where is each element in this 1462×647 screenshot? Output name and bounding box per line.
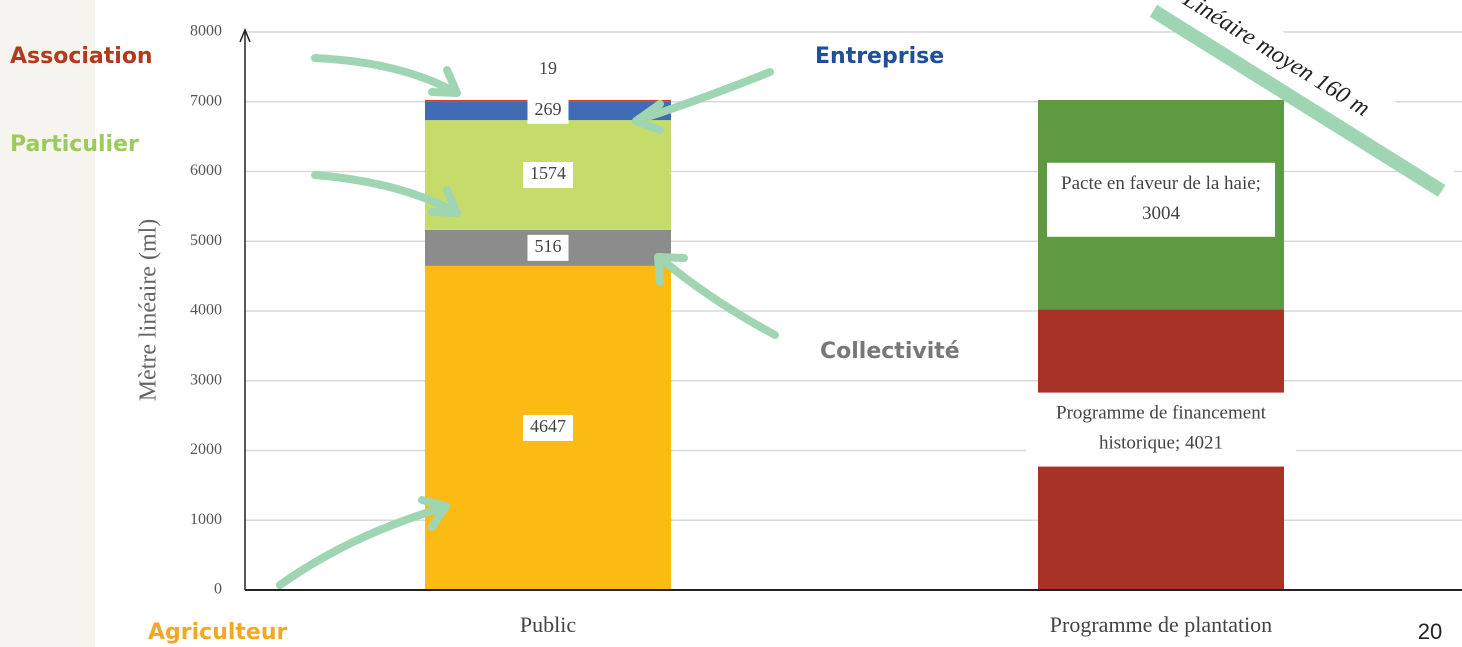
series-name: Association <box>10 44 153 69</box>
data-label: 269 <box>535 99 562 119</box>
y-tick-label: 4000 <box>190 302 222 319</box>
arrow <box>311 171 459 216</box>
y-axis-label: Mètre linéaire (ml) <box>136 219 162 402</box>
data-label-box <box>527 234 569 261</box>
page-number: 20 <box>1418 619 1442 644</box>
arrow <box>311 54 459 96</box>
y-tick-label: 0 <box>214 581 222 598</box>
y-tick-label: 8000 <box>190 23 222 40</box>
data-label: 516 <box>535 236 562 256</box>
data-label: Pacte en faveur de la haie; 3004 <box>1047 162 1275 237</box>
data-label: 1574 <box>530 163 566 183</box>
arrow-head <box>418 496 450 531</box>
y-axis-arrow <box>239 28 251 43</box>
series-name: Particulier <box>10 132 139 157</box>
x-tick-label: Public <box>520 612 576 637</box>
series-name: Entreprise <box>815 44 944 69</box>
data-label-text: Programme de financement historique; 4021 <box>1056 403 1267 454</box>
y-tick-label: 5000 <box>190 232 222 249</box>
x-tick-label: Programme de plantation <box>1050 612 1272 637</box>
data-label-box <box>523 161 573 188</box>
annotation-band <box>1149 4 1446 197</box>
y-tick-label: 1000 <box>190 511 222 528</box>
y-tick-label: 3000 <box>190 371 222 388</box>
data-label: 4647 <box>530 416 566 436</box>
arrow-head <box>428 186 461 217</box>
arrow-head <box>654 253 688 286</box>
y-tick-label: 7000 <box>190 92 222 109</box>
data-label-box <box>1026 392 1296 467</box>
data-label: 19 <box>539 58 557 78</box>
series-name: Collectivité <box>820 339 960 364</box>
y-tick-label: 2000 <box>190 441 222 458</box>
data-label-box <box>527 97 569 124</box>
arrows <box>276 54 779 589</box>
arrow-head <box>632 100 664 134</box>
arrow <box>634 68 774 124</box>
series-name: Agriculteur <box>148 620 288 645</box>
arrow <box>276 503 449 589</box>
annotation-box <box>1157 0 1462 186</box>
arrow-head <box>428 66 461 97</box>
data-label-box <box>1047 162 1275 237</box>
data-label-text: Pacte en faveur de la haie; 3004 <box>1061 173 1261 224</box>
data-label: Programme de financement historique; 4021 <box>1026 392 1296 467</box>
arrow <box>656 254 779 339</box>
data-label-box <box>523 414 573 441</box>
y-tick-label: 6000 <box>190 162 222 179</box>
